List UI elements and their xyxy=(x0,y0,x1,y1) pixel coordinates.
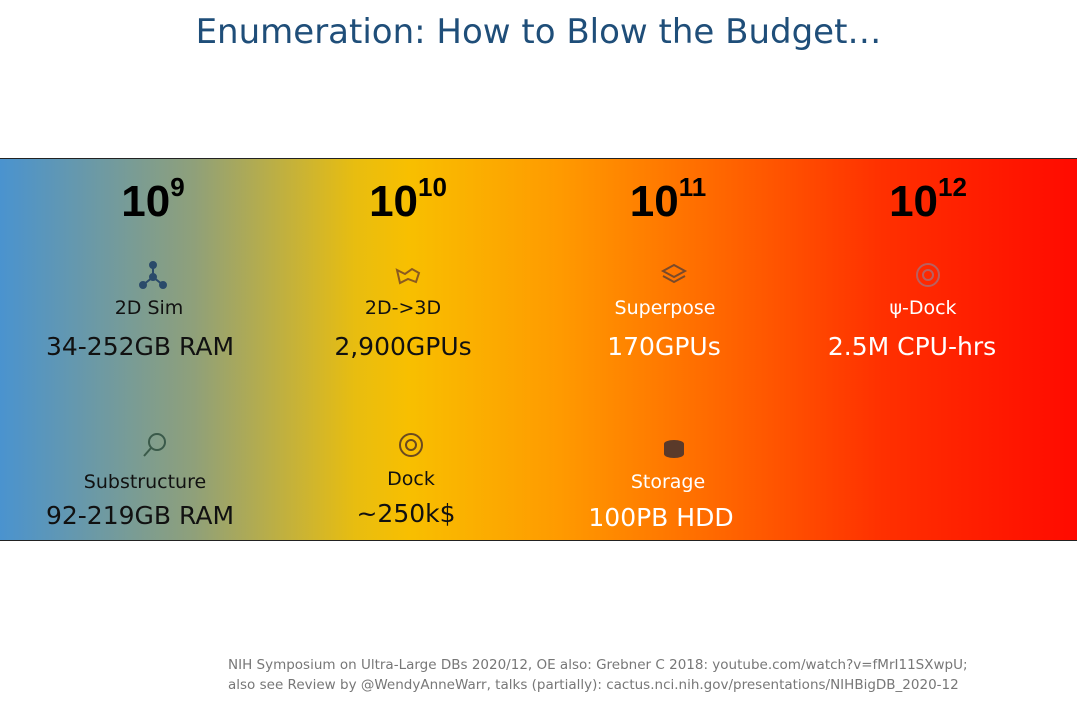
icon xyxy=(143,433,166,457)
icon xyxy=(916,263,940,287)
header: 109 xyxy=(53,172,253,227)
icon xyxy=(139,261,167,289)
header-exponent: 10 xyxy=(418,172,447,202)
header-exponent: 12 xyxy=(938,172,967,202)
item-label: ψ-Dock xyxy=(889,297,957,319)
header-base: 10 xyxy=(369,177,419,226)
item-label: 2D Sim xyxy=(114,297,184,319)
item-value: 2,900GPUs xyxy=(334,332,472,361)
footnote: NIH Symposium on Ultra-Large DBs 2020/12… xyxy=(228,657,968,673)
header-base: 10 xyxy=(629,177,679,226)
icon xyxy=(664,440,684,458)
header-exponent: 9 xyxy=(170,172,185,202)
item-value: ~250k$ xyxy=(356,499,456,528)
icon xyxy=(395,267,421,285)
item-label: Substructure xyxy=(83,471,207,493)
title: Enumeration: How to Blow the Budget… xyxy=(195,12,882,52)
header-exponent: 11 xyxy=(678,172,707,202)
item-value: 92-219GB RAM xyxy=(45,501,235,530)
icon xyxy=(660,263,688,284)
header-base: 10 xyxy=(889,177,939,226)
header-base: 10 xyxy=(121,177,171,226)
item-label: Storage xyxy=(630,471,706,493)
footnote: also see Review by @WendyAnneWarr, talks… xyxy=(228,677,959,693)
item-value: 100PB HDD xyxy=(588,503,734,532)
gradient-band xyxy=(0,158,1077,541)
header: 1012 xyxy=(828,172,1028,227)
icon xyxy=(399,433,423,457)
item-label: Dock xyxy=(387,468,435,490)
item-value: 2.5M CPU-hrs xyxy=(827,332,997,361)
item-value: 170GPUs xyxy=(607,332,721,361)
header: 1011 xyxy=(568,172,768,227)
item-label: Superpose xyxy=(614,297,716,319)
item-label: 2D->3D xyxy=(364,297,442,319)
item-value: 34-252GB RAM xyxy=(45,332,235,361)
header: 1010 xyxy=(308,172,508,227)
